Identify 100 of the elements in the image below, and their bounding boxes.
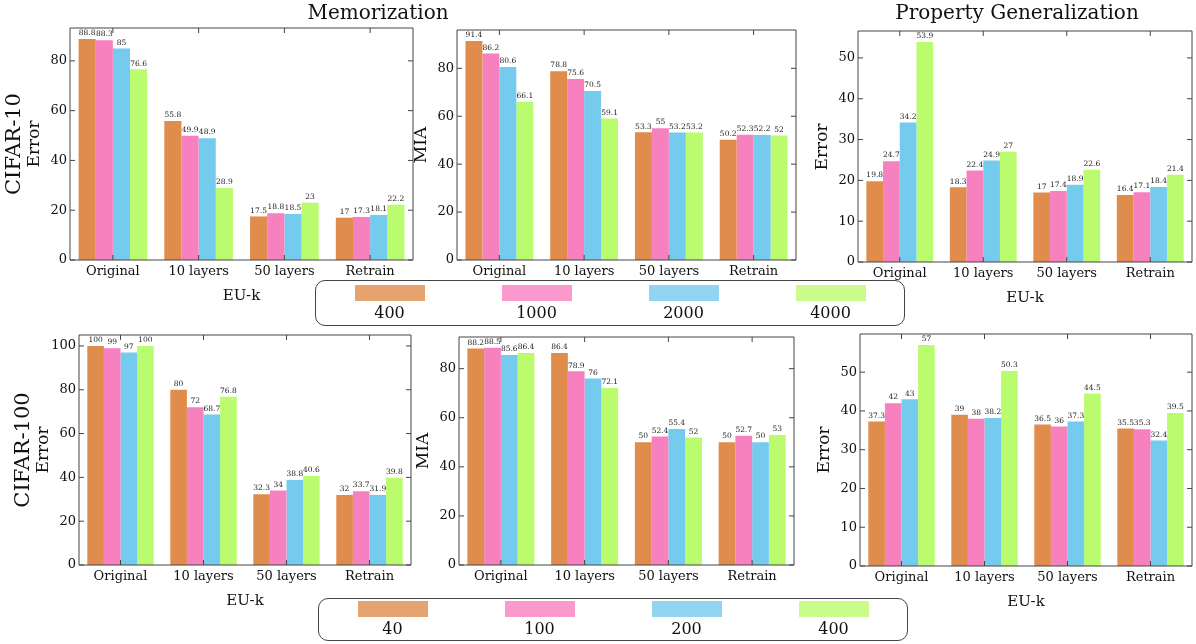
bar: [130, 69, 148, 260]
bar: [516, 101, 534, 260]
bar: [352, 491, 370, 565]
bar: [567, 371, 585, 565]
bar: [685, 437, 702, 565]
bar: [1150, 186, 1167, 262]
y-tick-label: 0: [447, 556, 456, 572]
bar: [1083, 169, 1101, 262]
x-tick-label: Retrain: [1125, 265, 1176, 281]
x-tick-label: Retrain: [727, 568, 778, 584]
y-tick-label: 20: [50, 201, 67, 217]
bar: [966, 170, 984, 262]
y-axis-title: MIA: [410, 126, 430, 164]
bar: [303, 476, 320, 565]
bar: [567, 78, 585, 260]
legend-label: 400: [374, 302, 405, 322]
bar: [186, 407, 204, 565]
bar: [482, 53, 500, 260]
bar: [736, 134, 754, 260]
y-tick-label: 20: [59, 512, 76, 528]
bar: [1034, 424, 1051, 566]
x-tick-label: Original: [85, 263, 140, 279]
bar: [685, 132, 703, 260]
x-tick-label: 50 layers: [1036, 265, 1098, 281]
bar: [719, 139, 737, 260]
x-tick-label: 50 layers: [254, 263, 315, 279]
bar: [1150, 440, 1168, 566]
x-tick-label: 10 layers: [553, 263, 615, 279]
bar: [983, 160, 1000, 262]
bar: [387, 204, 405, 260]
bar: [170, 389, 187, 565]
bar: [1001, 371, 1018, 566]
bar: [1166, 174, 1184, 262]
bar: [467, 348, 485, 565]
bar: [112, 48, 131, 260]
bar: [584, 378, 602, 565]
bar: [120, 352, 138, 565]
y-tick-label: 30: [838, 130, 855, 146]
chart-title: Property Generalization: [895, 0, 1139, 24]
y-axis-title: MIA: [412, 432, 432, 470]
bar: [164, 121, 182, 260]
bar: [634, 442, 652, 565]
bar: [668, 429, 686, 565]
y-tick-label: 40: [838, 90, 855, 106]
x-axis-title: EU-k: [1006, 288, 1044, 306]
bar: [87, 345, 104, 565]
y-tick-label: 100: [51, 337, 76, 353]
x-tick-label: 10 layers: [168, 263, 229, 279]
bar: [1033, 192, 1051, 262]
x-tick-label: Original: [874, 569, 929, 585]
bar: [517, 352, 535, 565]
bar: [352, 216, 371, 260]
y-tick-label: 60: [439, 409, 456, 425]
y-tick-label: 60: [50, 102, 67, 118]
y-tick-label: 40: [437, 155, 454, 171]
bar: [949, 187, 967, 262]
bar: [768, 434, 786, 565]
bar: [883, 161, 900, 262]
bar: [95, 40, 113, 260]
x-tick-label: 10 layers: [554, 568, 615, 584]
y-tick-label: 20: [840, 479, 857, 495]
bar: [253, 494, 270, 565]
bar: [899, 122, 917, 262]
y-tick-label: 50: [840, 363, 857, 379]
y-tick-label: 20: [437, 203, 454, 219]
x-tick-label: Original: [93, 568, 148, 584]
x-tick-label: Retrain: [1125, 569, 1176, 585]
bar: [198, 138, 216, 260]
bar: [484, 347, 501, 565]
y-tick-label: 50: [838, 49, 855, 65]
bar: [103, 348, 121, 565]
bar: [1084, 393, 1101, 566]
bar: [551, 352, 568, 565]
bar: [220, 396, 237, 565]
bar: [269, 490, 287, 565]
bar: [884, 403, 902, 566]
bar: [386, 477, 403, 565]
x-tick-label: Retrain: [729, 263, 779, 279]
y-tick-label: 0: [445, 251, 454, 267]
bar: [267, 213, 285, 260]
y-tick-label: 0: [67, 556, 76, 572]
x-tick-label: Retrain: [345, 263, 396, 279]
bar: [668, 132, 686, 260]
bar: [336, 494, 353, 565]
y-tick-label: 80: [439, 360, 456, 376]
y-tick-label: 10: [838, 212, 855, 228]
bar: [770, 135, 788, 260]
x-tick-label: Original: [473, 568, 528, 584]
x-tick-label: Original: [472, 263, 527, 279]
y-axis-title: Error: [23, 120, 43, 168]
bar: [916, 42, 934, 262]
bar: [918, 345, 935, 566]
bar: [465, 41, 483, 260]
y-tick-label: 40: [439, 458, 456, 474]
x-tick-label: Retrain: [344, 568, 395, 584]
x-axis-title: EU-k: [222, 286, 261, 304]
bar: [868, 421, 885, 566]
bar: [284, 213, 302, 260]
x-tick-label: 10 layers: [954, 569, 1015, 585]
x-tick-label: Original: [872, 265, 927, 281]
